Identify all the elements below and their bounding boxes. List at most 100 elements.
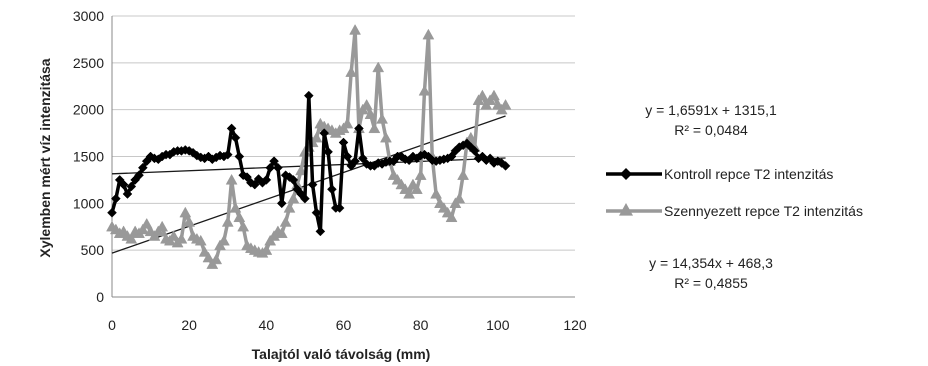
- data-point-szennyezett: [260, 244, 273, 255]
- data-point-szennyezett: [136, 223, 149, 235]
- data-point-szennyezett: [349, 24, 361, 35]
- data-point-kontroll: [273, 162, 283, 173]
- data-point-kontroll: [300, 193, 310, 204]
- data-point-szennyezett: [275, 227, 288, 238]
- data-point-kontroll: [288, 175, 299, 185]
- legend-marker-triangle-icon: [619, 203, 633, 216]
- data-point-szennyezett: [372, 61, 385, 73]
- data-point-kontroll: [334, 203, 345, 213]
- data-point-kontroll: [138, 162, 148, 173]
- trend-r2-text: R² = 0,0484: [674, 122, 748, 138]
- data-point-szennyezett: [125, 232, 138, 244]
- data-point-szennyezett: [453, 192, 466, 204]
- data-point-szennyezett: [175, 232, 188, 244]
- y-tick-label: 500: [81, 242, 105, 258]
- data-point-kontroll: [111, 193, 121, 204]
- data-point-szennyezett: [360, 98, 373, 110]
- data-point-kontroll: [303, 90, 314, 101]
- data-point-szennyezett: [202, 251, 215, 263]
- data-point-szennyezett: [380, 131, 392, 143]
- axes: [111, 16, 575, 298]
- legend-label-kontroll: Kontroll repce T2 intenzitás: [664, 166, 833, 182]
- data-point-kontroll: [323, 146, 333, 157]
- trend-r2-text: R² = 0,4855: [674, 275, 748, 291]
- y-tick-label: 0: [96, 289, 104, 305]
- x-axis-title: Talajtól való távolság (mm): [252, 346, 431, 362]
- data-point-kontroll: [134, 170, 144, 181]
- trendline-equation-kontroll: y = 1,6591x + 1315,1 R² = 0,0484: [645, 102, 777, 138]
- data-point-kontroll: [226, 123, 237, 134]
- data-point-kontroll: [122, 189, 133, 199]
- data-point-kontroll: [327, 184, 337, 195]
- data-point-kontroll: [496, 158, 507, 168]
- data-point-szennyezett: [476, 89, 489, 101]
- data-point-kontroll: [354, 123, 364, 134]
- data-point-szennyezett: [445, 211, 458, 223]
- data-point-szennyezett: [233, 211, 246, 223]
- data-point-szennyezett: [283, 202, 296, 213]
- data-point-szennyezett: [488, 89, 500, 101]
- data-point-szennyezett: [156, 220, 169, 232]
- data-point-szennyezett: [345, 66, 358, 77]
- data-point-szennyezett: [376, 113, 389, 124]
- legend: Kontroll repce T2 intenzitás Szennyezett…: [606, 166, 863, 219]
- data-point-szennyezett: [179, 206, 192, 218]
- data-point-kontroll: [234, 151, 245, 162]
- y-tick-label: 3000: [73, 8, 104, 24]
- data-point-szennyezett: [194, 234, 207, 246]
- x-tick-label: 120: [563, 317, 587, 333]
- data-point-kontroll: [126, 181, 137, 192]
- data-point-kontroll: [350, 156, 360, 167]
- data-point-kontroll: [242, 172, 252, 182]
- data-point-szennyezett: [221, 216, 234, 227]
- data-point-kontroll: [500, 161, 511, 171]
- series-group: [106, 24, 512, 269]
- y-tick-label: 2000: [73, 102, 104, 118]
- data-point-kontroll: [342, 151, 353, 162]
- data-point-kontroll: [230, 132, 241, 143]
- data-point-kontroll: [338, 137, 349, 148]
- data-point-szennyezett: [183, 216, 196, 227]
- data-point-kontroll: [315, 226, 326, 237]
- data-point-szennyezett: [237, 220, 250, 232]
- trend-equation-text: y = 1,6591x + 1315,1: [645, 102, 777, 118]
- data-point-szennyezett: [430, 187, 443, 199]
- legend-item-kontroll: Kontroll repce T2 intenzitás: [606, 166, 833, 182]
- data-point-szennyezett: [410, 183, 423, 194]
- data-point-szennyezett: [287, 192, 300, 204]
- y-axis-title: Xylemben mért víz intenzitása: [37, 58, 53, 257]
- data-point-kontroll: [276, 198, 287, 209]
- y-tick-label: 1000: [73, 195, 104, 211]
- data-point-szennyezett: [225, 173, 238, 185]
- data-point-kontroll: [311, 207, 322, 218]
- data-point-szennyezett: [457, 169, 470, 180]
- data-point-kontroll: [118, 179, 129, 190]
- x-tick-label: 0: [108, 317, 116, 333]
- x-tick-label: 60: [336, 317, 352, 333]
- tick-labels: 0 500 1000 1500 2000 2500 3000 0 20 40 60 80 100 120: [73, 8, 587, 333]
- data-point-kontroll: [265, 162, 276, 173]
- trend-equation-text: y = 14,354x + 468,3: [649, 255, 773, 271]
- data-point-kontroll: [469, 146, 480, 156]
- trendline-equation-szennyezett: y = 14,354x + 468,3 R² = 0,4855: [649, 255, 773, 291]
- data-point-szennyezett: [140, 217, 153, 229]
- data-point-szennyezett: [217, 234, 230, 246]
- data-point-szennyezett: [167, 230, 180, 241]
- x-tick-label: 80: [413, 317, 429, 333]
- data-point-kontroll: [446, 151, 457, 162]
- data-point-szennyezett: [295, 164, 307, 176]
- legend-label-szennyezett: Szennyezett repce T2 intenzitás: [664, 203, 863, 219]
- data-point-kontroll: [357, 153, 368, 164]
- data-point-kontroll: [107, 207, 117, 218]
- x-tick-label: 40: [259, 317, 275, 333]
- y-tick-label: 2500: [73, 55, 104, 71]
- data-point-szennyezett: [499, 98, 512, 110]
- data-point-szennyezett: [341, 117, 354, 129]
- data-point-kontroll: [307, 179, 318, 190]
- data-point-szennyezett: [310, 131, 323, 143]
- x-tick-label: 20: [181, 317, 197, 333]
- data-point-szennyezett: [422, 28, 435, 40]
- data-point-szennyezett: [414, 169, 427, 180]
- y-tick-label: 1500: [73, 149, 104, 165]
